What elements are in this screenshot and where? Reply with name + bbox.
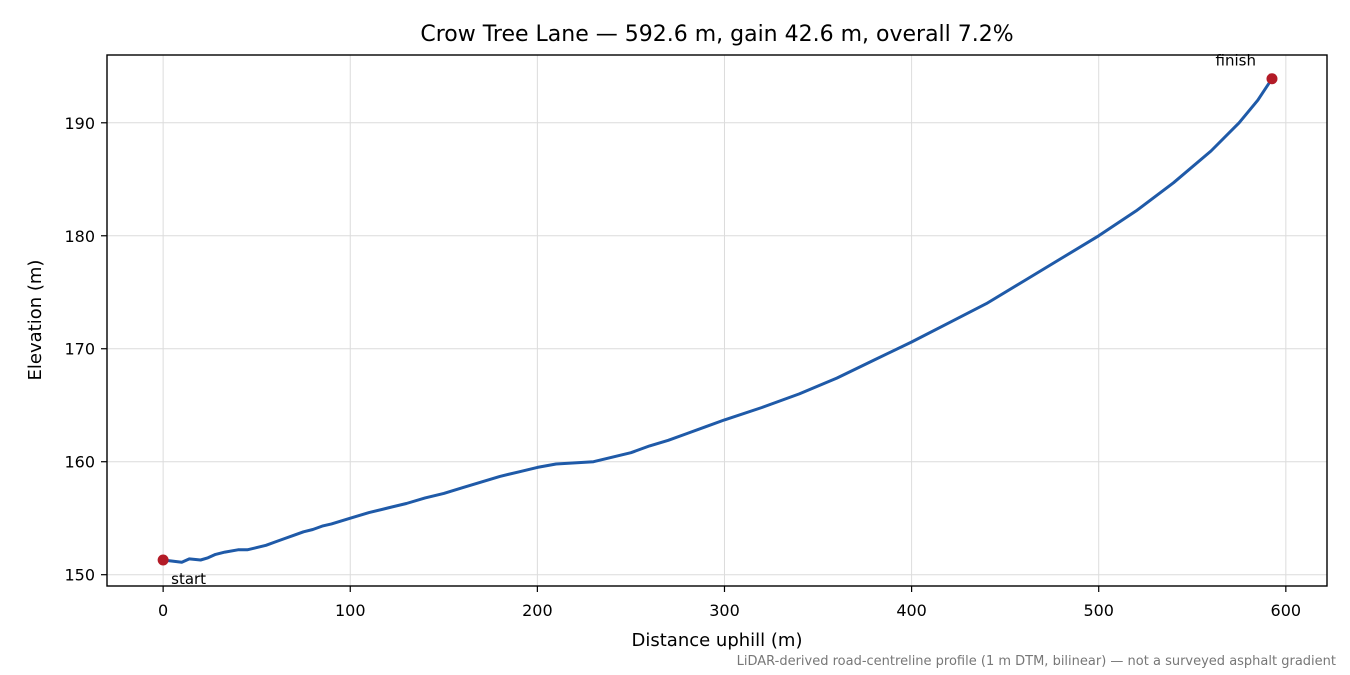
y-tick-label: 180 <box>64 227 95 246</box>
finish-label: finish <box>1216 52 1256 70</box>
chart-title: Crow Tree Lane — 592.6 m, gain 42.6 m, o… <box>420 22 1013 47</box>
x-tick-label: 200 <box>522 601 553 620</box>
y-axis-ticks: 150 160 170 180 190 <box>64 114 107 585</box>
x-tick-label: 0 <box>158 601 168 620</box>
finish-marker <box>1266 73 1278 85</box>
y-tick-label: 190 <box>64 114 95 133</box>
x-tick-label: 300 <box>709 601 740 620</box>
plot-frame <box>106 54 1328 587</box>
x-tick-label: 500 <box>1083 601 1114 620</box>
y-tick-label: 150 <box>64 566 95 585</box>
y-axis-label: Elevation (m) <box>25 260 46 381</box>
x-tick-label: 400 <box>896 601 927 620</box>
chart-footnote: LiDAR-derived road-centreline profile (1… <box>737 654 1336 669</box>
y-tick-label: 160 <box>64 453 95 472</box>
start-label: start <box>171 570 206 588</box>
series-layer <box>161 77 1274 564</box>
start-marker <box>157 554 169 566</box>
x-axis-label: Distance uphill (m) <box>632 630 803 651</box>
y-tick-label: 170 <box>64 340 95 359</box>
elevation-profile-line <box>161 77 1274 564</box>
grid-lines <box>107 55 1327 586</box>
x-axis-ticks: 0 100 200 300 400 500 600 <box>158 586 1301 620</box>
marker-layer: start finish <box>157 52 1278 588</box>
x-tick-label: 100 <box>335 601 366 620</box>
x-tick-label: 600 <box>1271 601 1302 620</box>
